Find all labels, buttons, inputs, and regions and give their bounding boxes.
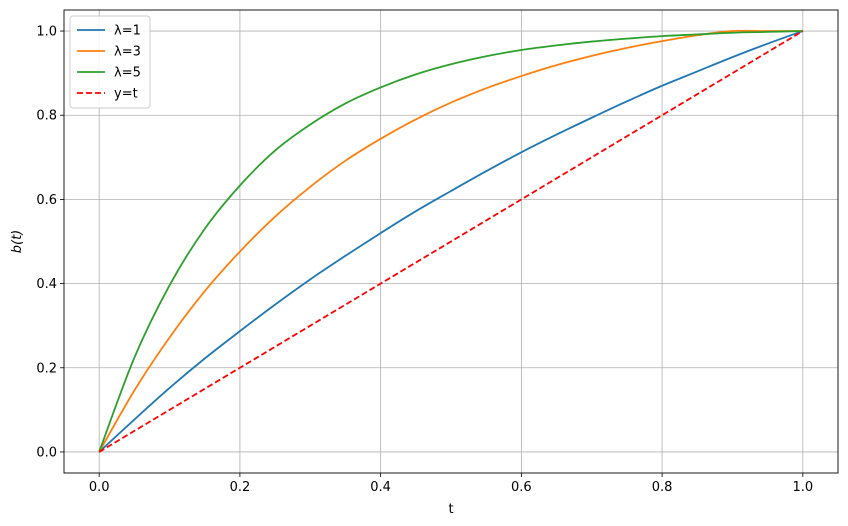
x-tick-label: 1.0 [792,480,813,495]
y-tick-label: 0.6 [36,193,57,208]
x-axis-ticks: 0.0 0.2 0.4 0.6 0.8 1.0 [89,473,813,495]
x-tick-label: 0.8 [652,480,673,495]
y-tick-label: 0.2 [36,361,57,376]
legend-label: λ=1 [114,24,141,39]
series-line-3 [98,30,803,453]
legend-label: λ=3 [114,45,141,60]
series-line-4 [98,30,804,453]
legend-box [69,15,151,109]
x-axis-label: t [448,502,453,517]
series-line-1 [98,30,804,453]
legend: λ=1 λ=3 λ=5 y=t [69,15,151,109]
x-tick-label: 0.6 [511,480,532,495]
y-tick-label: 1.0 [36,25,57,40]
x-tick-label: 0.0 [89,480,110,495]
legend-label: y=t [114,87,138,102]
series-lines [98,29,804,453]
legend-label: λ=5 [114,66,141,81]
y-axis-ticks: 0.0 0.2 0.4 0.6 0.8 1.0 [36,25,64,460]
x-tick-label: 0.4 [370,480,391,495]
y-tick-label: 0.4 [36,277,57,292]
y-tick-label: 0.8 [36,109,57,124]
y-axis-label: b(t) [10,230,25,254]
plot-area-frame [63,9,839,474]
series-line-2 [98,29,803,453]
y-tick-label: 0.0 [36,445,57,460]
x-tick-label: 0.2 [230,480,251,495]
